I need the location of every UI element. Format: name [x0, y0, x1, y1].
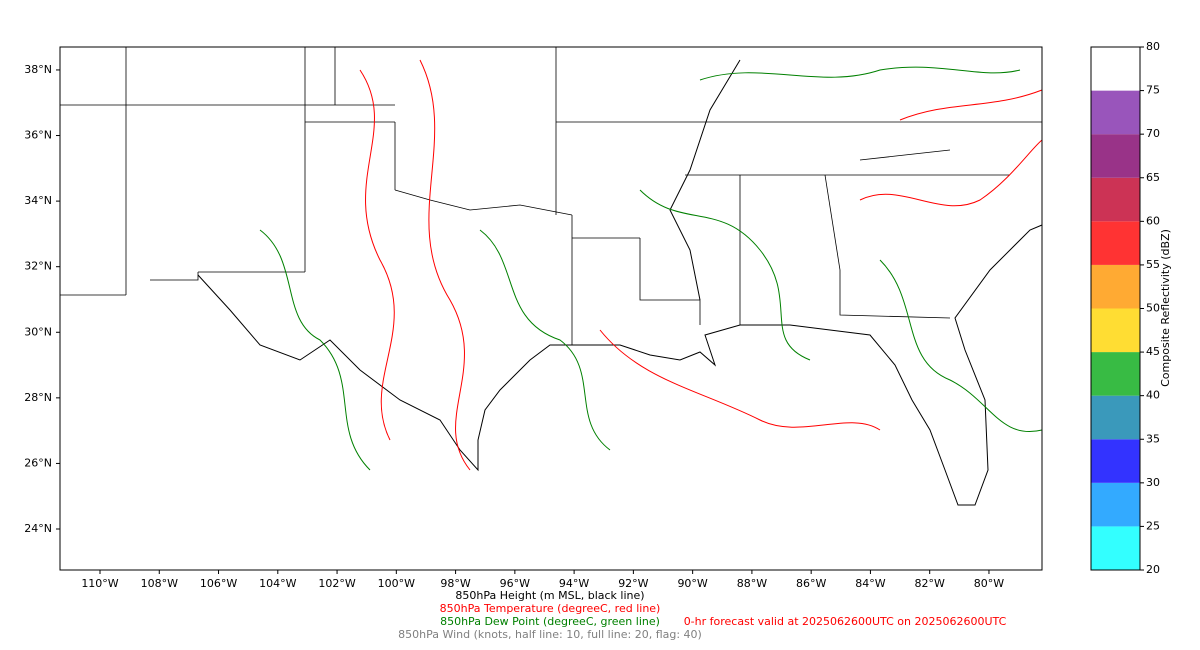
- x-tick-label: 102°W: [318, 577, 355, 590]
- caption: 850hPa Dew Point (degreeC, green line): [440, 615, 660, 628]
- colorbar-tick-label: 40: [1146, 389, 1160, 402]
- x-tick-label: 104°W: [259, 577, 296, 590]
- x-tick-label: 90°W: [677, 577, 707, 590]
- caption: 850hPa Wind (knots, half line: 10, full …: [398, 628, 702, 641]
- colorbar-tick-label: 25: [1146, 519, 1160, 532]
- colorbar-segment: [1091, 395, 1140, 440]
- x-tick-label: 94°W: [559, 577, 589, 590]
- colorbar-tick-label: 45: [1146, 345, 1160, 358]
- colorbar-tick-label: 70: [1146, 127, 1160, 140]
- map-decoration: [60, 47, 1043, 506]
- colorbar-segment: [1091, 439, 1140, 483]
- y-tick-label: 30°N: [24, 325, 52, 338]
- x-tick-label: 110°W: [81, 577, 118, 590]
- y-tick-label: 26°N: [24, 456, 52, 469]
- colorbar-segment: [1091, 177, 1140, 222]
- colorbar-segment: [1091, 47, 1140, 91]
- colorbar-tick-label: 80: [1146, 40, 1160, 53]
- y-tick-label: 34°N: [24, 194, 52, 207]
- colorbar-tick-label: 75: [1146, 84, 1160, 97]
- x-tick-label: 92°W: [618, 577, 648, 590]
- colorbar-tick-label: 30: [1146, 476, 1160, 489]
- x-tick-label: 108°W: [141, 577, 178, 590]
- y-tick-label: 24°N: [24, 522, 52, 535]
- y-tick-label: 28°N: [24, 391, 52, 404]
- temperature-contours: [359, 59, 1043, 471]
- caption: 850hPa Temperature (degreeC, red line): [440, 602, 661, 615]
- dewpoint-contours: [259, 66, 1043, 471]
- colorbar-segment: [1091, 308, 1140, 353]
- caption: 850hPa Height (m MSL, black line): [455, 589, 644, 602]
- x-tick-label: 88°W: [737, 577, 767, 590]
- colorbar-tick-label: 20: [1146, 563, 1160, 576]
- y-tick-label: 38°N: [24, 63, 52, 76]
- colorbar-tick-label: 55: [1146, 258, 1160, 271]
- state-borders: [60, 47, 1042, 345]
- colorbar-segment: [1091, 526, 1140, 570]
- y-tick-label: 36°N: [24, 129, 52, 142]
- colorbar-segment: [1091, 482, 1140, 527]
- colorbar-tick-label: 50: [1146, 302, 1160, 315]
- colorbar-segment: [1091, 264, 1140, 309]
- colorbar-segment: [1091, 90, 1140, 135]
- colorbar-tick-label: 60: [1146, 214, 1160, 227]
- coastline: [197, 59, 1043, 506]
- x-tick-label: 98°W: [440, 577, 470, 590]
- x-tick-label: 82°W: [915, 577, 945, 590]
- axes: 110°W 108°W 106°W 104°W 102°W 100°W 98°W 96°W 94…: [24, 40, 1160, 641]
- map-frame: [59, 46, 1043, 571]
- colorbar-segment: [1091, 134, 1140, 178]
- colorbar-tick-label: 35: [1146, 432, 1160, 445]
- x-tick-label: 106°W: [200, 577, 237, 590]
- y-tick-label: 32°N: [24, 260, 52, 273]
- x-tick-label: 86°W: [796, 577, 826, 590]
- x-tick-label: 100°W: [378, 577, 415, 590]
- colorbar-label: Composite Reflectivity (dBZ): [1159, 229, 1172, 387]
- x-tick-label: 84°W: [855, 577, 885, 590]
- x-tick-label: 80°W: [974, 577, 1004, 590]
- x-tick-label: 96°W: [500, 577, 530, 590]
- valid-time: 0-hr forecast valid at 2025062600UTC on …: [684, 615, 1007, 628]
- colorbar-segment: [1091, 221, 1140, 265]
- colorbar-tick-label: 65: [1146, 171, 1160, 184]
- colorbar-segment: [1091, 352, 1140, 396]
